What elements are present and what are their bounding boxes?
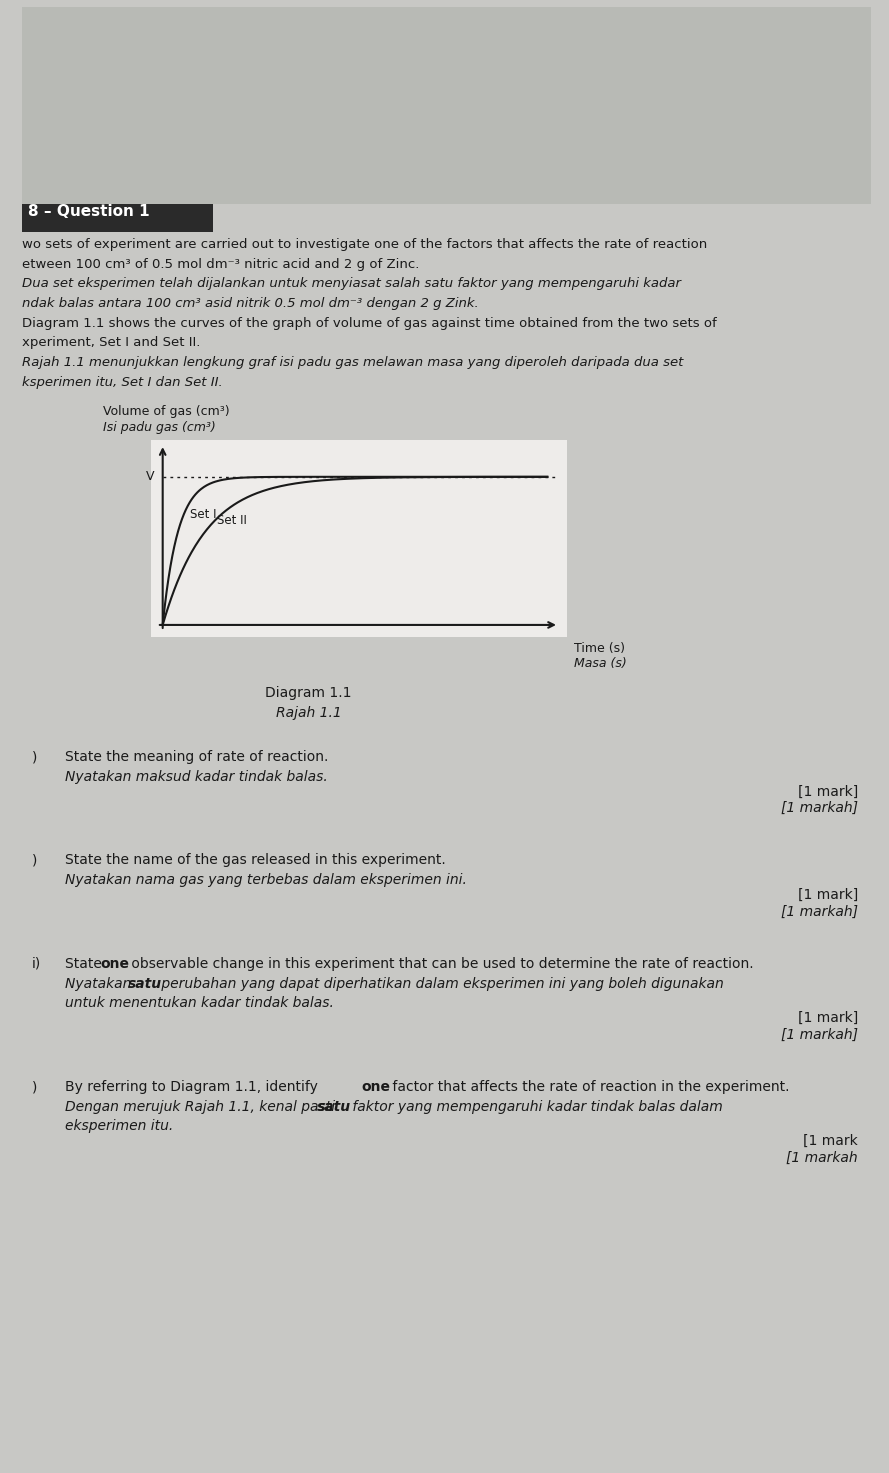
Text: wo sets of experiment are carried out to investigate one of the factors that aff: wo sets of experiment are carried out to… (22, 237, 708, 250)
Text: Rajah 1.1: Rajah 1.1 (276, 706, 341, 720)
Text: [1 markah]: [1 markah] (781, 801, 858, 815)
Text: [1 mark]: [1 mark] (797, 1010, 858, 1025)
Text: Nyatakan nama gas yang terbebas dalam eksperimen ini.: Nyatakan nama gas yang terbebas dalam ek… (65, 873, 467, 887)
Text: State: State (65, 957, 107, 971)
Text: ): ) (32, 853, 37, 868)
Text: [1 markah]: [1 markah] (781, 1028, 858, 1041)
Text: Masa (s): Masa (s) (574, 657, 627, 670)
Text: ksperimen itu, Set I dan Set II.: ksperimen itu, Set I dan Set II. (22, 376, 223, 389)
Text: i): i) (32, 957, 41, 971)
Text: Dengan merujuk Rajah 1.1, kenal pasti: Dengan merujuk Rajah 1.1, kenal pasti (65, 1100, 340, 1114)
Bar (22, 7, 871, 205)
Text: etween 100 cm³ of 0.5 mol dm⁻³ nitric acid and 2 g of Zinc.: etween 100 cm³ of 0.5 mol dm⁻³ nitric ac… (22, 258, 420, 271)
Text: one: one (100, 957, 130, 971)
Text: eksperimen itu.: eksperimen itu. (65, 1119, 173, 1133)
Text: Isi padu gas (cm³): Isi padu gas (cm³) (103, 421, 216, 435)
Text: Set I: Set I (189, 508, 216, 521)
Text: factor that affects the rate of reaction in the experiment.: factor that affects the rate of reaction… (388, 1080, 789, 1094)
Text: [1 markah: [1 markah (786, 1150, 858, 1165)
Text: Set II: Set II (217, 514, 246, 527)
Text: ): ) (32, 750, 37, 764)
Text: Nyatakan: Nyatakan (65, 977, 136, 991)
Text: ndak balas antara 100 cm³ asid nitrik 0.5 mol dm⁻³ dengan 2 g Zink.: ndak balas antara 100 cm³ asid nitrik 0.… (22, 298, 479, 309)
Text: Dua set eksperimen telah dijalankan untuk menyiasat salah satu faktor yang mempe: Dua set eksperimen telah dijalankan untu… (22, 277, 681, 290)
Text: State the meaning of rate of reaction.: State the meaning of rate of reaction. (65, 750, 329, 764)
Text: perubahan yang dapat diperhatikan dalam eksperimen ini yang boleh digunakan: perubahan yang dapat diperhatikan dalam … (156, 977, 724, 991)
Text: [1 mark: [1 mark (803, 1134, 858, 1149)
Text: Time (s): Time (s) (574, 642, 625, 654)
Text: satu: satu (128, 977, 163, 991)
Text: Volume of gas (cm³): Volume of gas (cm³) (103, 405, 230, 418)
Text: ): ) (32, 1080, 37, 1094)
Text: satu: satu (316, 1100, 350, 1114)
Text: Diagram 1.1: Diagram 1.1 (266, 686, 352, 700)
Text: Diagram 1.1 shows the curves of the graph of volume of gas against time obtained: Diagram 1.1 shows the curves of the grap… (22, 317, 717, 330)
Text: faktor yang mempengaruhi kadar tindak balas dalam: faktor yang mempengaruhi kadar tindak ba… (348, 1100, 723, 1114)
Bar (22, 205, 213, 231)
Text: By referring to Diagram 1.1, identify: By referring to Diagram 1.1, identify (65, 1080, 323, 1094)
Text: V: V (146, 470, 154, 483)
Text: Rajah 1.1 menunjukkan lengkung graf isi padu gas melawan masa yang diperoleh dar: Rajah 1.1 menunjukkan lengkung graf isi … (22, 356, 684, 370)
Text: untuk menentukan kadar tindak balas.: untuk menentukan kadar tindak balas. (65, 996, 334, 1010)
Text: State the name of the gas released in this experiment.: State the name of the gas released in th… (65, 853, 446, 868)
Text: Nyatakan maksud kadar tindak balas.: Nyatakan maksud kadar tindak balas. (65, 770, 328, 784)
Text: one: one (361, 1080, 390, 1094)
Text: [1 mark]: [1 mark] (797, 785, 858, 798)
Text: observable change in this experiment that can be used to determine the rate of r: observable change in this experiment tha… (127, 957, 754, 971)
Text: [1 markah]: [1 markah] (781, 904, 858, 919)
Text: [1 mark]: [1 mark] (797, 888, 858, 901)
Text: 8 – Question 1: 8 – Question 1 (28, 205, 149, 219)
Text: xperiment, Set I and Set II.: xperiment, Set I and Set II. (22, 336, 201, 349)
